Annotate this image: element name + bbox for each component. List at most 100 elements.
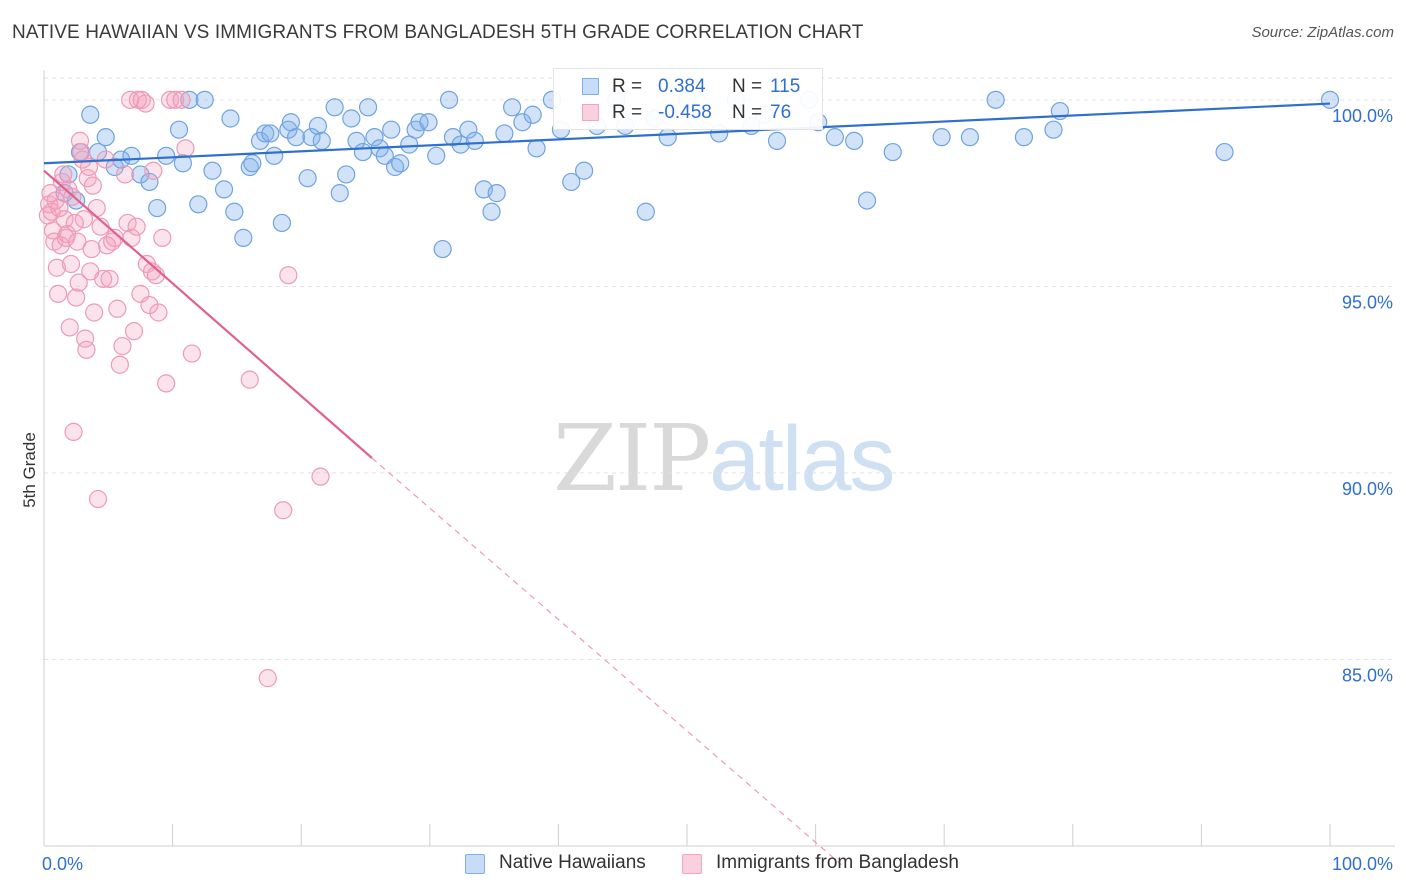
point-native-hawaiians — [221, 109, 240, 128]
point-native-hawaiians — [243, 154, 262, 173]
point-native-hawaiians — [298, 169, 317, 188]
stats-legend-row-blue: R = 0.384 N = 115 — [554, 74, 822, 100]
point-native-hawaiians — [857, 191, 877, 210]
point-native-hawaiians — [330, 184, 349, 203]
point-native-hawaiians — [658, 128, 677, 147]
point-native-hawaiians — [265, 146, 284, 165]
point-native-hawaiians — [312, 131, 331, 150]
point-native-hawaiians — [180, 90, 199, 109]
point-immigrants-bangladesh — [149, 303, 168, 322]
point-native-hawaiians — [140, 172, 159, 192]
y-tick-label: 90.0% — [1342, 479, 1393, 499]
watermark-atlas: atlas — [709, 408, 895, 510]
legend-swatch-blue — [582, 78, 599, 95]
point-native-hawaiians — [234, 228, 253, 247]
y-tick-label: 85.0% — [1342, 665, 1393, 685]
legend-n-label: N = — [732, 76, 763, 97]
point-immigrants-bangladesh — [87, 198, 106, 218]
point-native-hawaiians — [482, 202, 501, 221]
point-immigrants-bangladesh — [55, 210, 74, 229]
source-credit: Source: ZipAtlas.com — [1251, 24, 1394, 41]
y-tick-label: 100.0% — [1332, 106, 1393, 126]
point-native-hawaiians — [427, 146, 446, 165]
point-immigrants-bangladesh — [64, 422, 83, 441]
point-native-hawaiians — [225, 202, 244, 221]
point-native-hawaiians — [157, 146, 176, 165]
point-native-hawaiians — [358, 98, 378, 117]
point-native-hawaiians — [122, 146, 141, 165]
point-native-hawaiians — [203, 161, 222, 180]
point-native-hawaiians — [495, 124, 514, 143]
point-immigrants-bangladesh — [94, 269, 113, 289]
point-native-hawaiians — [845, 131, 864, 150]
point-native-hawaiians — [443, 128, 463, 147]
legend-swatch-pink — [682, 854, 702, 874]
legend-n-value: 76 — [770, 102, 792, 123]
point-immigrants-bangladesh — [50, 198, 69, 218]
legend-n-value: 115 — [770, 76, 801, 97]
point-native-hawaiians — [272, 213, 292, 233]
point-native-hawaiians — [302, 128, 321, 147]
point-immigrants-bangladesh — [77, 340, 96, 359]
chart-title: NATIVE HAWAIIAN VS IMMIGRANTS FROM BANGL… — [12, 22, 864, 43]
point-native-hawaiians — [261, 124, 280, 143]
point-immigrants-bangladesh — [73, 150, 92, 169]
point-immigrants-bangladesh — [88, 489, 108, 509]
point-immigrants-bangladesh — [182, 344, 201, 363]
point-native-hawaiians — [353, 142, 373, 162]
legend-r-value: 0.384 — [658, 76, 706, 97]
point-immigrants-bangladesh — [166, 90, 185, 109]
point-immigrants-bangladesh — [69, 273, 88, 292]
point-immigrants-bangladesh — [61, 254, 81, 274]
x-tick-label: 0.0% — [42, 854, 83, 874]
point-native-hawaiians — [189, 195, 208, 214]
point-native-hawaiians — [148, 198, 167, 218]
point-immigrants-bangladesh — [144, 161, 163, 180]
point-immigrants-bangladesh — [52, 172, 72, 192]
point-native-hawaiians — [513, 113, 532, 132]
point-native-hawaiians — [169, 120, 189, 139]
bottom-legend: Native Hawaiians Immigrants from Banglad… — [0, 852, 1406, 878]
legend-swatch-pink — [582, 104, 599, 121]
point-native-hawaiians — [986, 90, 1005, 109]
point-immigrants-bangladesh — [82, 239, 101, 259]
point-native-hawaiians — [1014, 128, 1034, 147]
point-immigrants-bangladesh — [110, 355, 129, 374]
point-native-hawaiians — [286, 128, 306, 147]
point-immigrants-bangladesh — [67, 288, 86, 307]
point-native-hawaiians — [365, 128, 384, 147]
point-immigrants-bangladesh — [65, 213, 84, 233]
legend-label: Immigrants from Bangladesh — [716, 852, 959, 873]
point-immigrants-bangladesh — [176, 139, 195, 158]
point-native-hawaiians — [883, 142, 902, 162]
point-native-hawaiians — [214, 180, 234, 199]
point-native-hawaiians — [391, 154, 410, 173]
point-native-hawaiians — [1320, 90, 1340, 109]
point-native-hawaiians — [1044, 120, 1063, 139]
point-immigrants-bangladesh — [83, 176, 102, 195]
point-immigrants-bangladesh — [157, 374, 176, 393]
point-immigrants-bangladesh — [113, 336, 132, 356]
point-native-hawaiians — [195, 90, 214, 109]
point-native-hawaiians — [96, 128, 115, 147]
point-immigrants-bangladesh — [274, 501, 293, 520]
trendline-native-hawaiians — [43, 102, 1331, 165]
point-immigrants-bangladesh — [79, 157, 99, 177]
point-immigrants-bangladesh — [136, 94, 155, 113]
point-native-hawaiians — [419, 113, 438, 132]
point-native-hawaiians — [503, 98, 522, 117]
legend-r-label: R = — [612, 76, 643, 97]
point-immigrants-bangladesh — [311, 467, 330, 486]
point-native-hawaiians — [342, 109, 361, 128]
stats-legend: R = 0.384 N = 115 R = -0.458 N = 76 — [553, 68, 823, 130]
point-native-hawaiians — [81, 105, 100, 124]
point-immigrants-bangladesh — [240, 370, 259, 389]
point-native-hawaiians — [932, 128, 951, 147]
point-native-hawaiians — [337, 165, 356, 184]
point-immigrants-bangladesh — [127, 217, 146, 236]
point-immigrants-bangladesh — [60, 318, 79, 337]
point-immigrants-bangladesh — [108, 299, 127, 318]
point-immigrants-bangladesh — [124, 322, 144, 341]
point-native-hawaiians — [325, 98, 344, 117]
